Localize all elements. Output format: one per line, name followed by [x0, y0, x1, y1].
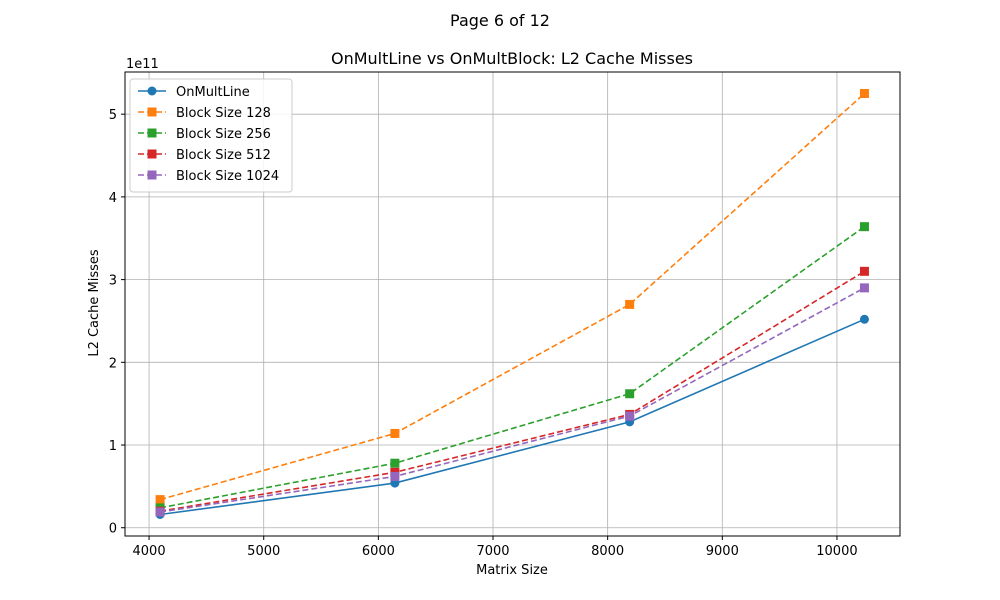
plot-frame — [124, 71, 901, 537]
series-block-size-256 — [155, 222, 869, 513]
data-point — [390, 458, 400, 468]
data-point — [859, 89, 869, 99]
legend-box — [129, 78, 293, 193]
legend-marker — [147, 170, 157, 180]
series-block-size-128 — [155, 89, 869, 505]
series-layer — [155, 89, 869, 519]
data-point — [625, 411, 635, 421]
series-block-size-1024 — [155, 283, 869, 517]
x-tick-label: 7000 — [476, 544, 509, 559]
y-tick-label: 5 — [109, 108, 117, 123]
series-line-block-size-128 — [159, 92, 865, 501]
y-tick-label: 2 — [109, 356, 117, 371]
x-tick-label: 10000 — [816, 544, 857, 559]
y-axis-ticks: 0 1 2 3 4 5 — [109, 108, 125, 537]
x-axis-ticks: 4000 5000 6000 7000 8000 9000 10000 — [133, 536, 858, 559]
data-point — [155, 507, 165, 517]
y-tick-label: 0 — [109, 522, 117, 537]
chart-title: OnMultLine vs OnMultBlock: L2 Cache Miss… — [331, 49, 693, 68]
legend-label: OnMultLine — [176, 85, 250, 100]
data-point — [859, 283, 869, 293]
y-tick-label: 1 — [109, 439, 117, 454]
series-line-block-size-512 — [159, 270, 865, 512]
legend-item: Block Size 128 — [138, 106, 271, 121]
x-tick-label: 5000 — [247, 544, 280, 559]
legend-label: Block Size 512 — [176, 148, 271, 163]
legend-marker — [147, 128, 157, 138]
y-tick-label: 3 — [109, 274, 117, 289]
y-offset-label: 1e11 — [126, 57, 159, 72]
series-line-block-size-1024 — [159, 287, 865, 513]
data-point — [390, 471, 400, 481]
x-tick-label: 4000 — [133, 544, 166, 559]
legend-label: Block Size 1024 — [176, 169, 279, 184]
legend-marker — [147, 107, 157, 117]
x-tick-label: 8000 — [591, 544, 624, 559]
data-point — [155, 495, 165, 505]
series-line-onmultline — [159, 318, 865, 516]
x-tick-label: 6000 — [362, 544, 395, 559]
legend-marker — [147, 149, 157, 159]
data-point — [390, 428, 400, 438]
legend-item: OnMultLine — [138, 85, 250, 100]
legend-item: Block Size 1024 — [138, 169, 279, 184]
legend-item: Block Size 512 — [138, 148, 271, 163]
data-point — [859, 314, 869, 324]
series-block-size-512 — [155, 266, 869, 516]
series-line-block-size-256 — [159, 226, 865, 509]
x-tick-label: 9000 — [706, 544, 739, 559]
data-point — [625, 389, 635, 399]
legend-item: Block Size 256 — [138, 127, 271, 142]
data-point — [625, 299, 635, 309]
legend: OnMultLine Block Size 128 Block Size 256 Bl… — [129, 78, 293, 193]
x-axis-label: Matrix Size — [476, 563, 548, 578]
page-label: Page 6 of 12 — [450, 11, 550, 30]
data-point — [859, 266, 869, 276]
legend-label: Block Size 256 — [176, 127, 271, 142]
legend-marker — [147, 86, 157, 96]
y-axis-label: L2 Cache Misses — [87, 249, 102, 357]
grid-lines — [125, 72, 900, 536]
y-tick-label: 4 — [109, 191, 117, 206]
legend-label: Block Size 128 — [176, 106, 271, 121]
data-point — [859, 222, 869, 232]
